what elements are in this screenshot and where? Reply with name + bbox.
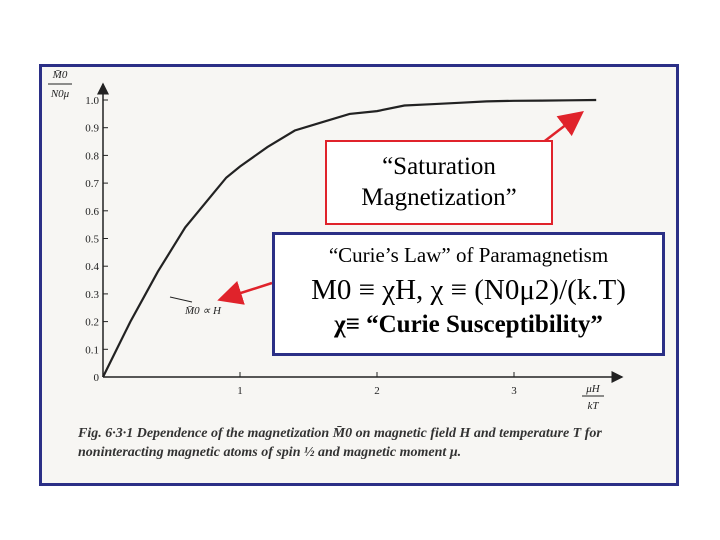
y-tick-label: 0.2 [85, 317, 99, 329]
curie-susceptibility-definition: χ≡ “Curie Susceptibility” [334, 311, 603, 338]
proportional-annotation: M̄0 ∝ H [184, 305, 222, 317]
y-tick-label: 0.1 [85, 344, 99, 356]
x-tick-label: 2 [374, 385, 380, 397]
y-tick-label: 1.0 [85, 95, 99, 107]
y-axis-label-numerator: M̄0 [52, 69, 68, 81]
x-tick-label: 3 [511, 385, 517, 397]
curie-arrow [217, 280, 273, 305]
curie-law-title: “Curie’s Law” of Paramagnetism [328, 243, 609, 267]
y-axis-label-denominator: N0μ [50, 88, 70, 100]
x-tick-label: 1 [237, 385, 243, 397]
saturation-label-box: “Saturation Magnetization” [325, 140, 553, 225]
y-tick-label: 0.3 [85, 289, 99, 301]
y-tick-label: 0.8 [85, 150, 99, 162]
x-axis-label-numerator: μH [585, 383, 601, 395]
figure-caption: Fig. 6·3·1 Dependence of the magnetizati… [78, 426, 602, 460]
y-tick-label: 0.6 [85, 206, 99, 218]
proportional-annotation-pointer [169, 296, 193, 303]
saturation-line2: Magnetization” [361, 184, 517, 211]
y-tick-label: 0.9 [85, 123, 99, 135]
curie-law-equation: M0 ≡ χH, χ ≡ (N0μ2)/(k.T) [311, 274, 626, 306]
curie-law-box: “Curie’s Law” of Paramagnetism M0 ≡ χH, … [272, 232, 665, 356]
y-tick-label: 0.5 [85, 234, 99, 246]
x-axis-label-denominator: kT [588, 400, 600, 412]
y-tick-label: 0.7 [85, 178, 99, 190]
saturation-line1: “Saturation [382, 153, 496, 180]
y-tick-label: 0 [94, 372, 100, 384]
series-line-0 [102, 98, 597, 378]
y-tick-label: 0.4 [85, 261, 99, 273]
